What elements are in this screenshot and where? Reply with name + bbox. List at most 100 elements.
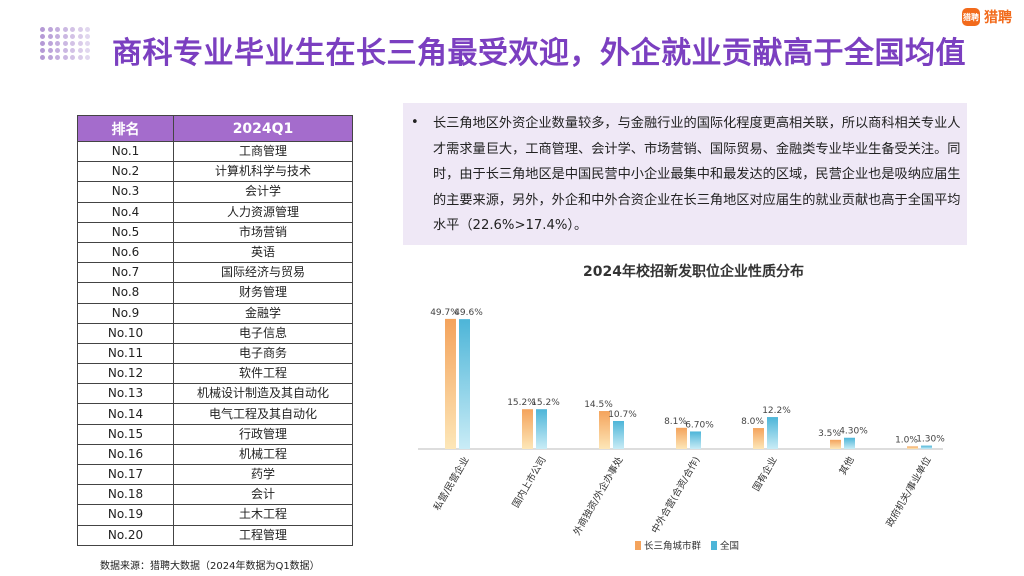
table-row: No.1 工商管理 <box>77 140 353 163</box>
ranking-table: 排名 2024Q1 No.1 工商管理 No.2 计算机科学与技术 No.3 会计学 No.… <box>77 115 353 546</box>
bullet-mark: • <box>411 115 419 130</box>
major-cell: 市场营销 <box>173 221 353 243</box>
dot <box>47 48 53 53</box>
table-row: No.7 国际经济与贸易 <box>77 262 353 284</box>
data-label: 6.70% <box>685 420 714 430</box>
data-label: 1.0% <box>895 435 918 445</box>
dot <box>85 27 90 32</box>
major-cell: 电子信息 <box>173 322 353 344</box>
major-cell: 英语 <box>173 241 353 264</box>
bar-yrd <box>907 446 918 449</box>
dot <box>85 55 90 60</box>
bar-national <box>921 445 932 449</box>
data-label: 4.30% <box>839 427 868 437</box>
dot <box>70 55 75 60</box>
dot <box>77 27 83 32</box>
rank-cell: No.20 <box>77 524 174 546</box>
insight-box: • 长三角地区外资企业数量较多，与金融行业的国际化程度更高相关联，所以商科相关专… <box>403 103 967 245</box>
bar-chart: 2024年校招新发职位企业性质分布49.7%49.6%私营/民营企业15.2%1… <box>418 263 945 552</box>
table-row: No.4 人力资源管理 <box>77 201 353 223</box>
table-row: No.17 药学 <box>77 463 353 486</box>
table-header-row: 排名 2024Q1 <box>77 115 353 142</box>
dot <box>55 48 60 53</box>
major-cell: 行政管理 <box>173 423 353 445</box>
category-label: 私营/民营企业 <box>431 455 471 513</box>
major-cell: 人力资源管理 <box>173 201 353 223</box>
dot <box>85 48 90 53</box>
major-cell: 工商管理 <box>173 140 353 163</box>
major-cell: 计算机科学与技术 <box>173 161 353 183</box>
bar-yrd <box>599 411 610 449</box>
rank-cell: No.12 <box>77 363 174 385</box>
dot <box>62 34 68 39</box>
major-cell: 电气工程及其自动化 <box>173 403 353 425</box>
data-label: 12.2% <box>762 406 791 416</box>
data-label: 49.6% <box>454 308 483 318</box>
dot <box>47 34 53 39</box>
data-source-note: 数据来源：猎聘大数据（2024年数据为Q1数据） <box>100 561 320 572</box>
dot <box>40 27 45 32</box>
data-label: 8.1% <box>664 417 687 427</box>
table-row: No.20 工程管理 <box>77 524 353 546</box>
rank-cell: No.17 <box>77 463 174 486</box>
insight-text: 长三角地区外资企业数量较多，与金融行业的国际化程度更高相关联，所以商科相关专业人… <box>433 116 961 234</box>
category-label: 国有企业 <box>750 455 779 494</box>
major-cell: 财务管理 <box>173 282 353 304</box>
rank-cell: No.13 <box>77 383 174 405</box>
table-row: No.12 软件工程 <box>77 363 353 385</box>
table-row: No.14 电气工程及其自动化 <box>77 403 353 425</box>
rank-cell: No.6 <box>77 241 174 264</box>
page-title: 商科专业毕业生在长三角最受欢迎，外企就业贡献高于全国均值 <box>112 36 966 71</box>
rank-cell: No.1 <box>77 140 174 163</box>
dot <box>47 41 53 46</box>
major-cell: 土木工程 <box>173 504 353 526</box>
dot <box>62 41 68 46</box>
rank-cell: No.18 <box>77 484 174 506</box>
dot <box>55 34 60 39</box>
table-row: No.3 会计学 <box>77 181 353 203</box>
major-cell: 机械设计制造及其自动化 <box>173 383 353 405</box>
data-label: 10.7% <box>608 410 637 420</box>
table-row: No.16 机械工程 <box>77 443 353 466</box>
logo-text: 猎聘 <box>984 10 1012 26</box>
dot <box>70 34 75 39</box>
dot <box>70 48 75 53</box>
dot <box>85 41 90 46</box>
bar-national <box>844 437 855 449</box>
major-cell: 软件工程 <box>173 363 353 385</box>
category-label: 外商独资/外企办事处 <box>571 454 626 537</box>
rank-cell: No.8 <box>77 282 174 304</box>
major-cell: 国际经济与贸易 <box>173 262 353 284</box>
bar-yrd <box>753 428 764 449</box>
rank-cell: No.14 <box>77 403 174 425</box>
dot <box>40 41 45 46</box>
data-label: 1.30% <box>916 435 945 445</box>
legend-swatch <box>711 541 717 550</box>
column-header-rank: 排名 <box>77 115 174 142</box>
dot <box>62 55 68 60</box>
major-cell: 电子商务 <box>173 342 353 365</box>
rank-cell: No.19 <box>77 504 174 526</box>
category-label: 中外合营(合资/合作) <box>649 455 703 536</box>
rank-cell: No.4 <box>77 201 174 223</box>
table-row: No.9 金融学 <box>77 302 353 324</box>
table-row: No.19 土木工程 <box>77 504 353 526</box>
rank-cell: No.16 <box>77 443 174 466</box>
chart-title: 2024年校招新发职位企业性质分布 <box>583 263 804 280</box>
column-header-period: 2024Q1 <box>173 115 353 142</box>
major-cell: 机械工程 <box>173 443 353 466</box>
table-row: No.8 财务管理 <box>77 282 353 304</box>
major-cell: 会计学 <box>173 181 353 203</box>
rank-cell: No.9 <box>77 302 174 324</box>
dot <box>40 34 45 39</box>
dot <box>40 55 45 60</box>
dot <box>77 48 83 53</box>
rank-cell: No.2 <box>77 161 174 183</box>
logo-icon: 猎聘 <box>962 8 980 26</box>
dot <box>62 27 68 32</box>
dot <box>85 34 90 39</box>
category-label: 国内上市公司 <box>510 455 549 510</box>
dot <box>55 41 60 46</box>
bar-yrd <box>522 409 533 449</box>
bar-national <box>459 319 470 449</box>
